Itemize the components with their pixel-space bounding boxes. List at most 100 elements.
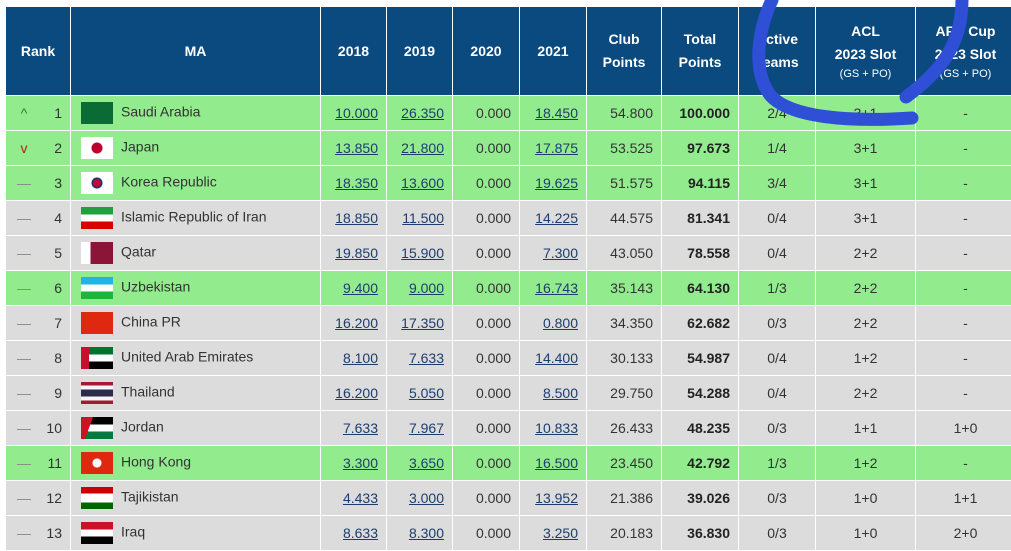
points-2018[interactable]: 19.850 [321, 236, 387, 271]
points-2019[interactable]: 5.050 [387, 376, 453, 411]
points-link[interactable]: 15.900 [401, 245, 444, 261]
points-link[interactable]: 18.450 [535, 105, 578, 121]
table-row[interactable]: —4 Islamic Republic of Iran 18.850 11.50… [6, 201, 1011, 236]
points-link[interactable]: 18.850 [335, 210, 378, 226]
points-2021[interactable]: 16.743 [520, 271, 587, 306]
points-link[interactable]: 19.850 [335, 245, 378, 261]
points-2019[interactable]: 9.000 [387, 271, 453, 306]
points-2018[interactable]: 3.300 [321, 446, 387, 481]
table-row[interactable]: —10 Jordan 7.633 7.967 0.000 10.833 26.4… [6, 411, 1011, 446]
points-2021[interactable]: 14.225 [520, 201, 587, 236]
points-2019[interactable]: 17.350 [387, 306, 453, 341]
points-2021[interactable]: 3.250 [520, 516, 587, 551]
points-2021[interactable]: 18.450 [520, 96, 587, 131]
points-link[interactable]: 3.300 [343, 455, 378, 471]
points-2021[interactable]: 10.833 [520, 411, 587, 446]
points-link[interactable]: 7.967 [409, 420, 444, 436]
points-link[interactable]: 8.100 [343, 350, 378, 366]
points-link[interactable]: 7.633 [409, 350, 444, 366]
table-row[interactable]: —6 Uzbekistan 9.400 9.000 0.000 16.743 3… [6, 271, 1011, 306]
points-2019[interactable]: 11.500 [387, 201, 453, 236]
points-link[interactable]: 7.633 [343, 420, 378, 436]
table-row[interactable]: —3 Korea Republic 18.350 13.600 0.000 19… [6, 166, 1011, 201]
points-link[interactable]: 4.433 [343, 490, 378, 506]
points-link[interactable]: 17.350 [401, 315, 444, 331]
points-2018[interactable]: 10.000 [321, 96, 387, 131]
points-2021[interactable]: 7.300 [520, 236, 587, 271]
points-link[interactable]: 19.625 [535, 175, 578, 191]
points-link[interactable]: 13.952 [535, 490, 578, 506]
points-2019[interactable]: 7.633 [387, 341, 453, 376]
points-2018[interactable]: 7.633 [321, 411, 387, 446]
points-2021[interactable]: 16.500 [520, 446, 587, 481]
points-2021[interactable]: 14.400 [520, 341, 587, 376]
points-link[interactable]: 9.400 [343, 280, 378, 296]
points-link[interactable]: 16.743 [535, 280, 578, 296]
table-row[interactable]: —11 Hong Kong 3.300 3.650 0.000 16.500 2… [6, 446, 1011, 481]
points-2018[interactable]: 13.850 [321, 131, 387, 166]
points-2018[interactable]: 4.433 [321, 481, 387, 516]
points-link[interactable]: 8.300 [409, 525, 444, 541]
table-row[interactable]: —5 Qatar 19.850 15.900 0.000 7.300 43.05… [6, 236, 1011, 271]
points-2019[interactable]: 15.900 [387, 236, 453, 271]
points-link[interactable]: 26.350 [401, 105, 444, 121]
points-link[interactable]: 13.850 [335, 140, 378, 156]
col-2020[interactable]: 2020 [453, 7, 520, 96]
points-2018[interactable]: 9.400 [321, 271, 387, 306]
points-link[interactable]: 16.200 [335, 385, 378, 401]
points-link[interactable]: 21.800 [401, 140, 444, 156]
points-2018[interactable]: 8.633 [321, 516, 387, 551]
table-row[interactable]: —13 Iraq 8.633 8.300 0.000 3.250 20.183 … [6, 516, 1011, 551]
points-2018[interactable]: 16.200 [321, 306, 387, 341]
points-link[interactable]: 3.000 [409, 490, 444, 506]
points-link[interactable]: 14.225 [535, 210, 578, 226]
points-link[interactable]: 8.500 [543, 385, 578, 401]
points-link[interactable]: 0.800 [543, 315, 578, 331]
points-2018[interactable]: 18.350 [321, 166, 387, 201]
points-link[interactable]: 9.000 [409, 280, 444, 296]
points-link[interactable]: 14.400 [535, 350, 578, 366]
table-row[interactable]: —12 Tajikistan 4.433 3.000 0.000 13.952 … [6, 481, 1011, 516]
points-link[interactable]: 16.200 [335, 315, 378, 331]
points-link[interactable]: 18.350 [335, 175, 378, 191]
table-row[interactable]: —9 Thailand 16.200 5.050 0.000 8.500 29.… [6, 376, 1011, 411]
points-2018[interactable]: 8.100 [321, 341, 387, 376]
col-2019[interactable]: 2019 [387, 7, 453, 96]
table-row[interactable]: —8 United Arab Emirates 8.100 7.633 0.00… [6, 341, 1011, 376]
points-2019[interactable]: 7.967 [387, 411, 453, 446]
points-2018[interactable]: 16.200 [321, 376, 387, 411]
points-link[interactable]: 7.300 [543, 245, 578, 261]
points-2021[interactable]: 0.800 [520, 306, 587, 341]
points-2019[interactable]: 21.800 [387, 131, 453, 166]
table-row[interactable]: ^1 Saudi Arabia 10.000 26.350 0.000 18.4… [6, 96, 1011, 131]
col-2018[interactable]: 2018 [321, 7, 387, 96]
points-link[interactable]: 8.633 [343, 525, 378, 541]
points-link[interactable]: 10.833 [535, 420, 578, 436]
points-link[interactable]: 10.000 [335, 105, 378, 121]
points-link[interactable]: 3.250 [543, 525, 578, 541]
points-2019[interactable]: 3.650 [387, 446, 453, 481]
points-link[interactable]: 3.650 [409, 455, 444, 471]
points-2021[interactable]: 8.500 [520, 376, 587, 411]
points-link[interactable]: 11.500 [402, 210, 444, 226]
points-2019[interactable]: 3.000 [387, 481, 453, 516]
points-link[interactable]: 17.875 [535, 140, 578, 156]
points-2019[interactable]: 26.350 [387, 96, 453, 131]
points-2021[interactable]: 17.875 [520, 131, 587, 166]
table-row[interactable]: —7 China PR 16.200 17.350 0.000 0.800 34… [6, 306, 1011, 341]
col-2021[interactable]: 2021 [520, 7, 587, 96]
points-link[interactable]: 5.050 [409, 385, 444, 401]
points-2021[interactable]: 19.625 [520, 166, 587, 201]
points-2019[interactable]: 8.300 [387, 516, 453, 551]
points-2021[interactable]: 13.952 [520, 481, 587, 516]
points-link[interactable]: 13.600 [401, 175, 444, 191]
col-ma[interactable]: MA [71, 7, 321, 96]
col-rank[interactable]: Rank [6, 7, 71, 96]
points-2019[interactable]: 13.600 [387, 166, 453, 201]
